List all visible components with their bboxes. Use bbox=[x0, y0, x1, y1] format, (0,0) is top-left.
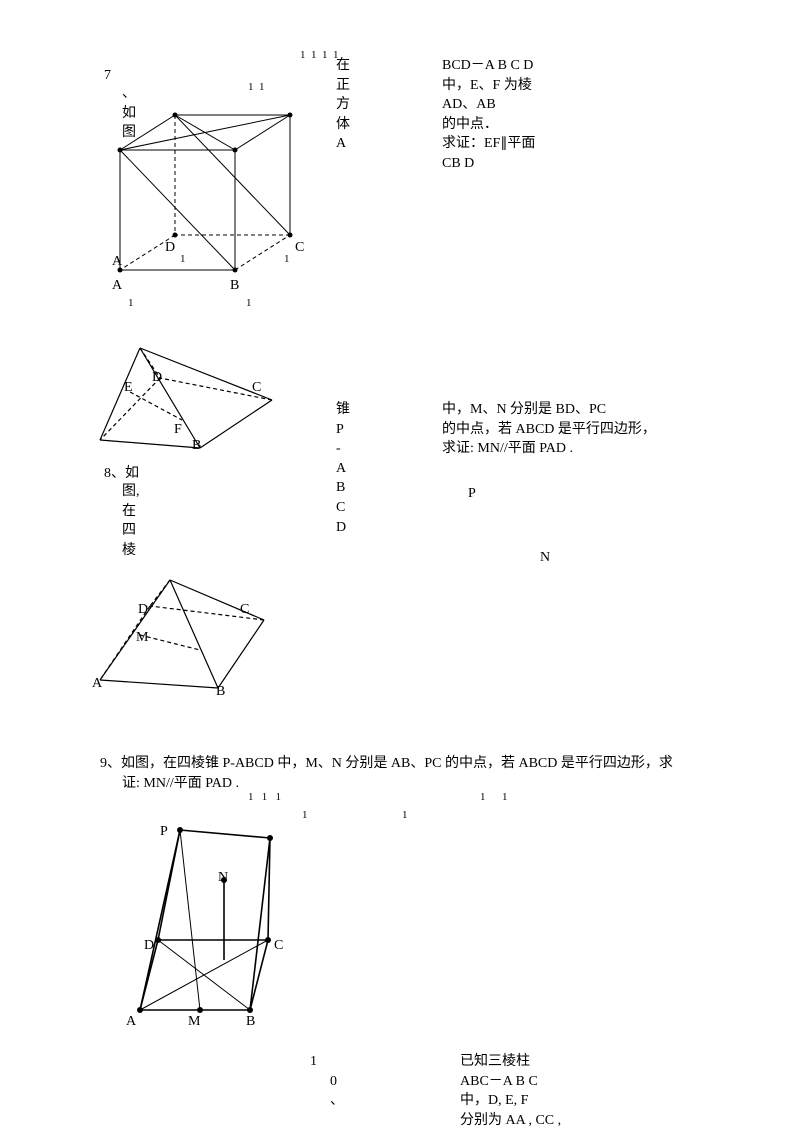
q10-right-col: 已知三棱柱 ABC－A B C 中，D, E, F 分别为 AA , CC , bbox=[460, 1052, 561, 1130]
q10-right-2: 中，D, E, F bbox=[460, 1091, 561, 1111]
q9-lbl-A: A bbox=[126, 1012, 136, 1032]
q10-right-1: ABC－A B C bbox=[460, 1072, 561, 1092]
q10-right-0: 已知三棱柱 bbox=[460, 1052, 561, 1072]
q10-right-3: 分别为 AA , CC , bbox=[460, 1111, 561, 1131]
q9-lbl-M: M bbox=[188, 1012, 200, 1032]
q9-lbl-C: C bbox=[274, 936, 283, 956]
q9-lbl-B: B bbox=[246, 1012, 255, 1032]
q10-left-1: 0 bbox=[330, 1072, 344, 1092]
q9-lbl-D: D bbox=[144, 936, 154, 956]
q10-left-col: 1 0 、 bbox=[310, 1052, 344, 1111]
q10-left-3: 、 bbox=[330, 1091, 344, 1111]
q9-diagram bbox=[0, 0, 800, 1132]
q9-lbl-N: N bbox=[218, 868, 228, 888]
q9-lbl-P: P bbox=[160, 822, 168, 842]
q10-left-0: 1 bbox=[310, 1052, 344, 1072]
